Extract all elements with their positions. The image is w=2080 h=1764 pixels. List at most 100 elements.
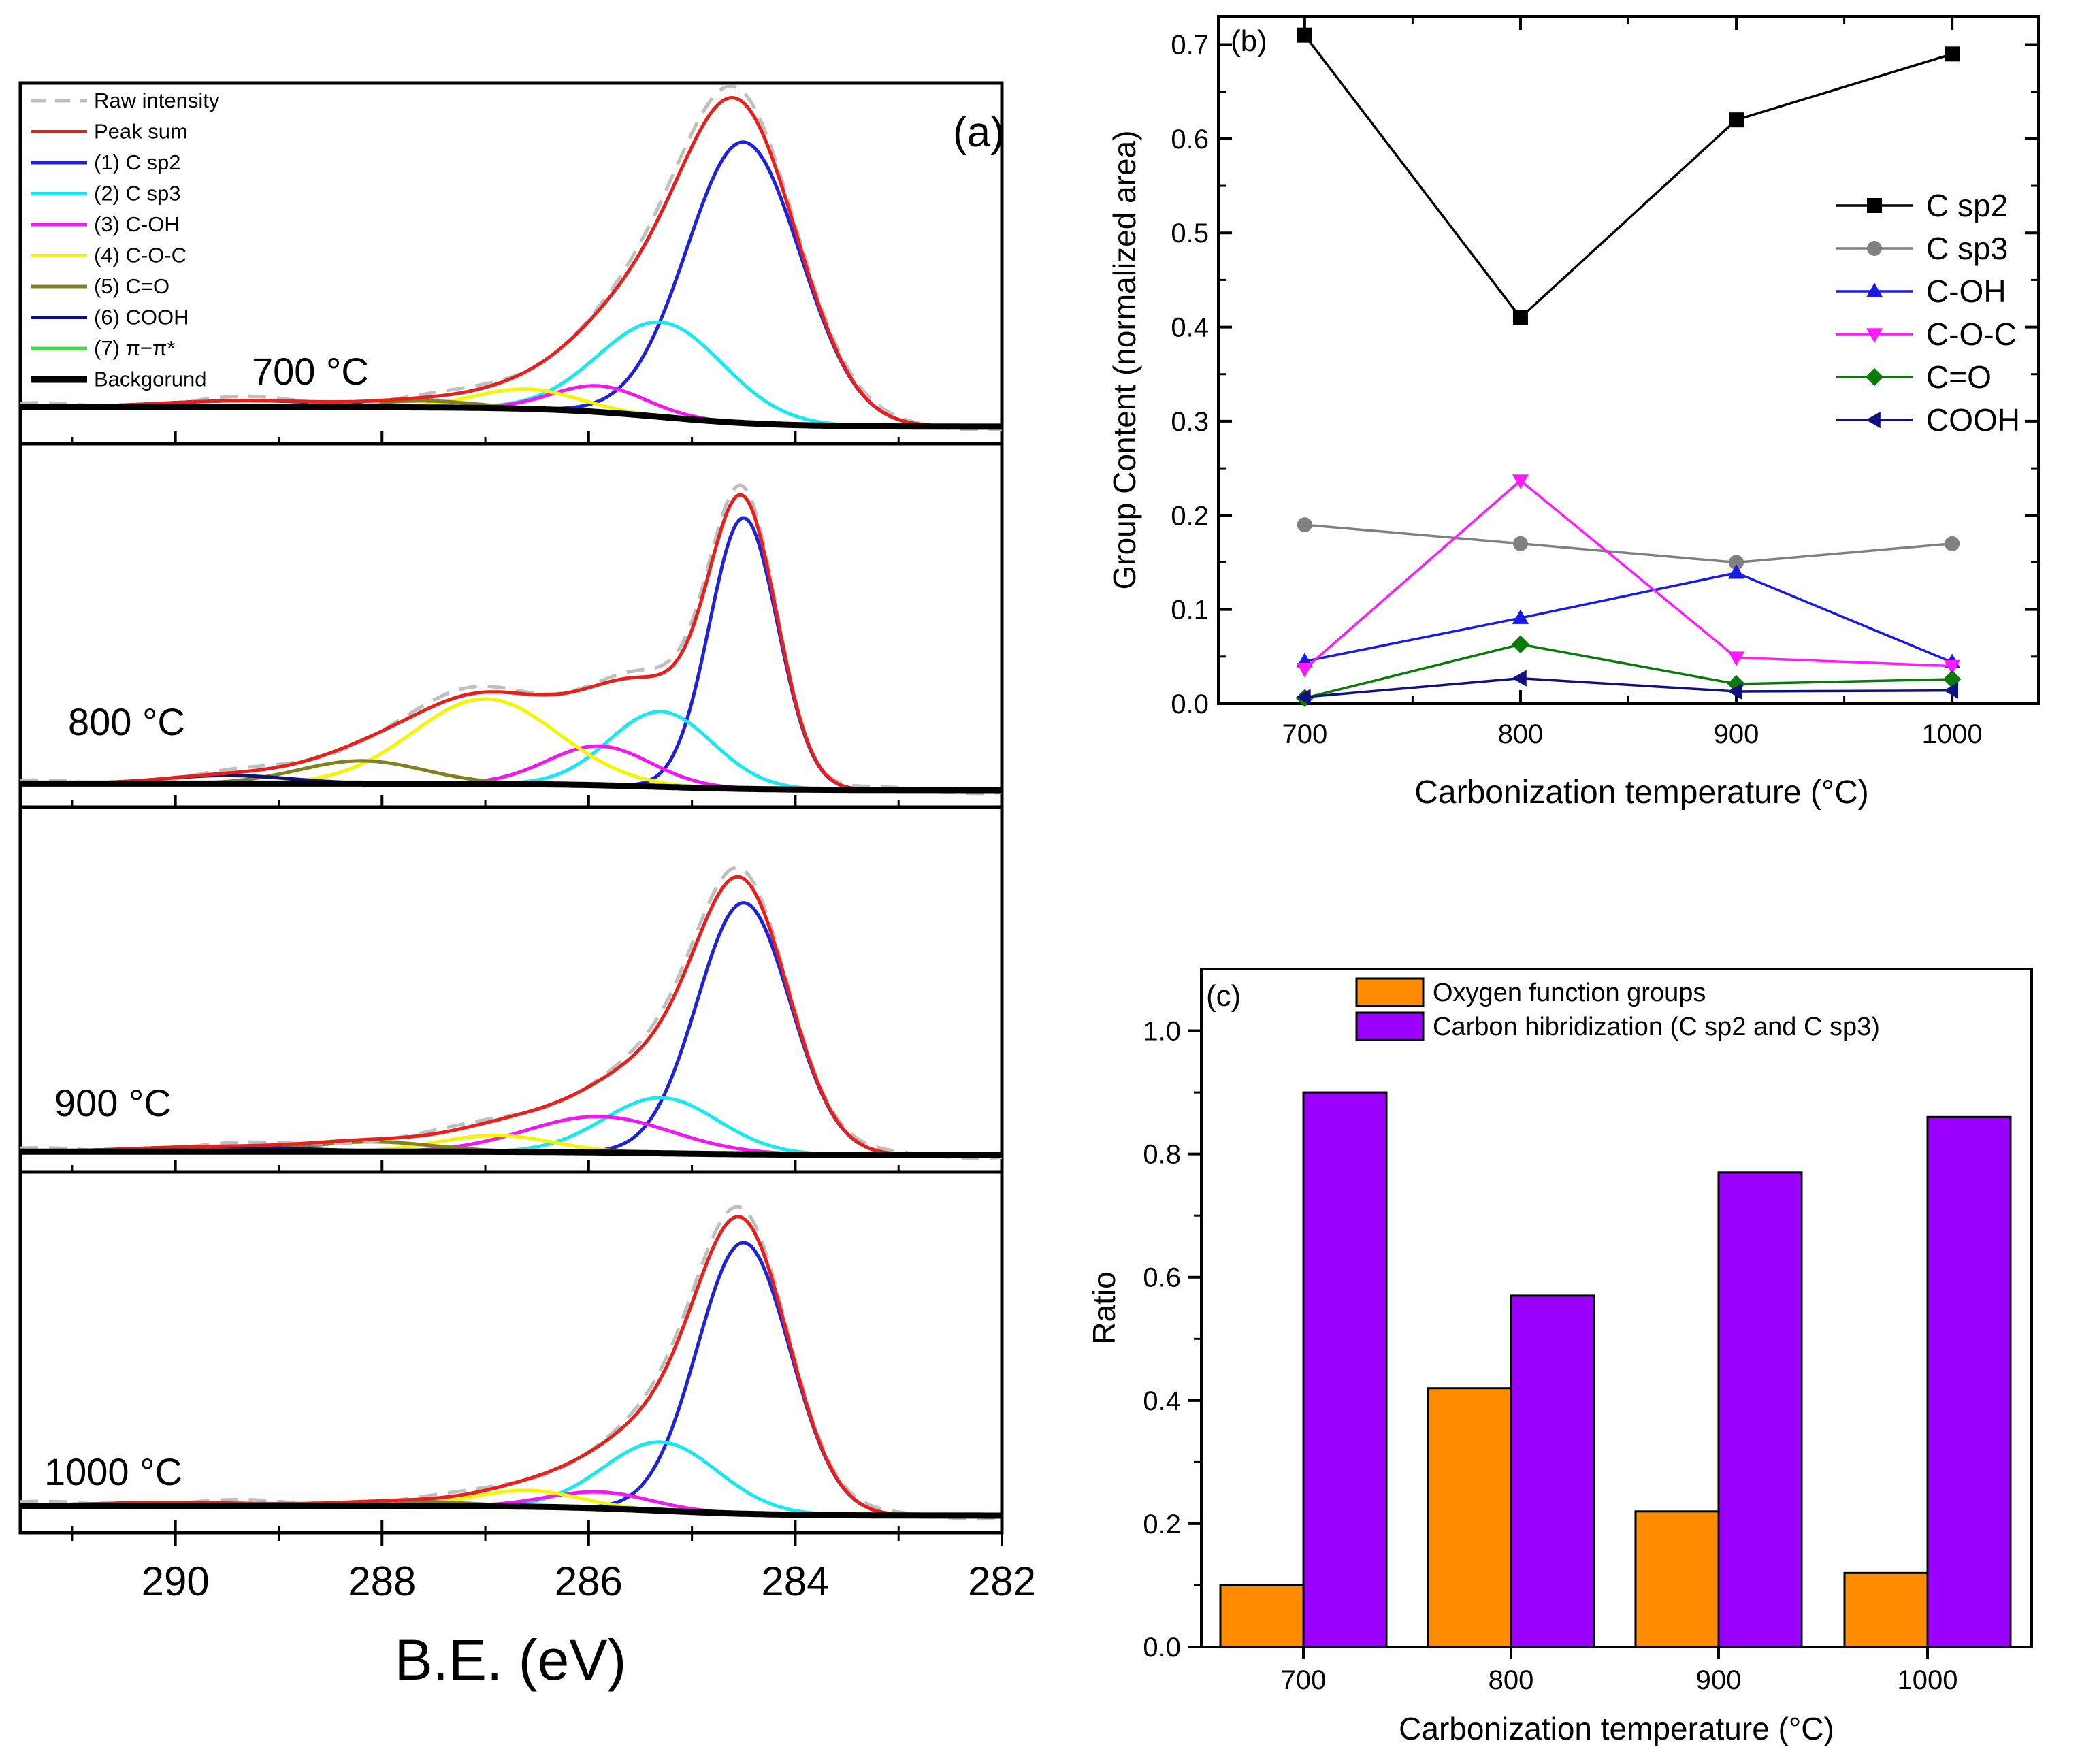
y-tick-label: 0.5 <box>1171 218 1209 248</box>
legend-label: (2) C sp3 <box>94 182 180 206</box>
series-line <box>1304 643 1953 700</box>
data-point <box>1512 670 1527 687</box>
x-tick-label: 800 <box>1498 719 1544 749</box>
legend-marker <box>1866 282 1883 297</box>
panel-a-xps-spectra: 700 °C 800 °C 900 °C 1000 °C Raw intensity P… <box>18 81 1036 1692</box>
y-tick-label: 0.0 <box>1171 689 1209 719</box>
x-tick-label: 286 <box>555 1558 623 1604</box>
legend-label: (6) COOH <box>94 306 189 329</box>
background-curve <box>20 780 1002 794</box>
spectrum-1000C: 1000 °C <box>18 1170 1004 1535</box>
data-point <box>1727 683 1742 700</box>
panel-c-xlabel: Carbonization temperature (°C) <box>1399 1711 1834 1746</box>
temperature-label: 900 °C <box>54 1081 172 1124</box>
subplot-curves <box>20 483 1002 796</box>
x-tick-label: 290 <box>142 1558 210 1604</box>
bar-oxygen <box>1219 1584 1305 1648</box>
legend-label: COOH <box>1926 402 2020 438</box>
panel-a-x-axis: 290 288 286 284 282 <box>71 1533 1036 1604</box>
peak-sum-curve <box>20 1215 1002 1518</box>
bar-carbon <box>1510 1294 1595 1648</box>
x-tick-label: 900 <box>1714 719 1759 749</box>
legend-label: Raw intensity <box>94 88 220 112</box>
legend-item: Peak sum <box>31 120 188 144</box>
panel-a-xlabel: B.E. (eV) <box>395 1628 627 1692</box>
series-line <box>1303 34 1953 320</box>
bar-oxygen <box>1843 1571 1929 1648</box>
y-tick-label: 0.4 <box>1143 1386 1181 1416</box>
x-tick-label: 800 <box>1489 1665 1534 1695</box>
y-tick-label: 1.0 <box>1143 1017 1181 1047</box>
background-curve <box>20 404 1002 430</box>
peak-sum-curve <box>20 875 1002 1157</box>
x-tick-label: 900 <box>1696 1665 1742 1695</box>
x-tick-label: 1000 <box>1922 719 1983 749</box>
data-point <box>1511 635 1530 654</box>
legend-label: (7) π−π* <box>94 336 175 360</box>
panel-c-ylabel: Ratio <box>1086 1271 1122 1344</box>
legend-label: (4) C-O-C <box>94 244 186 267</box>
data-point <box>1512 536 1528 551</box>
legend-label: Backgorund <box>94 368 206 391</box>
subplot-curves <box>20 1205 1002 1521</box>
legend-swatch <box>1355 1011 1425 1041</box>
subplot-frame <box>18 1170 1004 1535</box>
data-point <box>1296 689 1311 706</box>
panel-b-label: (b) <box>1231 24 1267 58</box>
y-tick-label: 0.6 <box>1171 125 1209 154</box>
data-point <box>1945 46 1960 62</box>
subplot-curves <box>20 85 1002 432</box>
bar-carbon <box>1926 1115 2012 1648</box>
series-carbon <box>1302 1091 2012 1648</box>
data-point <box>1512 474 1529 489</box>
data-point <box>1727 564 1745 579</box>
data-point <box>1944 659 1961 675</box>
peak-sum-curve <box>20 96 1002 429</box>
legend-label: C sp3 <box>1926 231 2008 266</box>
series-c-sp2 <box>1297 27 1960 325</box>
subplot-curves <box>20 866 1002 1160</box>
legend-item: (6) COOH <box>31 306 189 329</box>
legend-item: C=O <box>1836 359 1992 395</box>
data-point <box>1729 112 1744 128</box>
legend-item: (2) C sp3 <box>31 182 180 206</box>
x-tick-label: 700 <box>1282 719 1327 749</box>
data-point <box>1296 663 1313 678</box>
panel-a-label: (a) <box>953 109 1005 156</box>
x-tick-label: 282 <box>968 1558 1036 1604</box>
data-point <box>1512 310 1528 325</box>
legend-marker <box>1866 411 1881 429</box>
panel-c-legend: Oxygen function groups Carbon hibridizati… <box>1355 977 1880 1041</box>
y-tick-label: 0.2 <box>1171 501 1209 531</box>
series-line <box>1304 571 1953 664</box>
series-line <box>1304 523 1953 564</box>
legend-item: (7) π−π* <box>31 336 175 360</box>
series-oxygen <box>1219 1387 1929 1648</box>
panel-c-label: (c) <box>1206 979 1241 1013</box>
legend-marker <box>1866 328 1883 343</box>
y-tick-label: 0.7 <box>1171 31 1209 61</box>
x-tick-label: 288 <box>348 1558 416 1604</box>
legend-label: Oxygen function groups <box>1433 979 1706 1007</box>
temperature-label: 1000 °C <box>44 1450 182 1493</box>
panel-b-group-content: 0.0 0.1 0.2 0.3 0.4 0.5 0.6 0.7 700 800 900 1000 C … <box>1107 15 2040 811</box>
legend-label: (5) C=O <box>94 274 169 298</box>
x-tick-label: 284 <box>761 1558 829 1604</box>
legend-item: C sp2 <box>1836 188 2008 223</box>
panel-b-ylabel: Group Content (normalized area) <box>1107 131 1142 590</box>
data-point <box>1945 536 1960 551</box>
legend-item: (1) C sp2 <box>31 150 180 174</box>
legend-marker <box>1867 198 1882 213</box>
bar-oxygen <box>1634 1510 1720 1648</box>
y-tick-label: 0.1 <box>1171 595 1209 625</box>
series-line <box>1303 478 1953 670</box>
panel-c-frame <box>1200 968 2033 1648</box>
legend-item: (5) C=O <box>31 274 169 298</box>
legend-item: C-OH <box>1836 274 2006 309</box>
temperature-label: 700 °C <box>252 350 369 393</box>
legend-label: Peak sum <box>94 120 188 144</box>
legend-label: C sp2 <box>1926 188 2008 223</box>
legend-marker <box>1865 368 1884 387</box>
panel-a-legend: Raw intensity Peak sum (1) C sp2 (2) C sp3 (… <box>31 88 220 391</box>
spectrum-900C: 900 °C <box>18 805 1004 1174</box>
